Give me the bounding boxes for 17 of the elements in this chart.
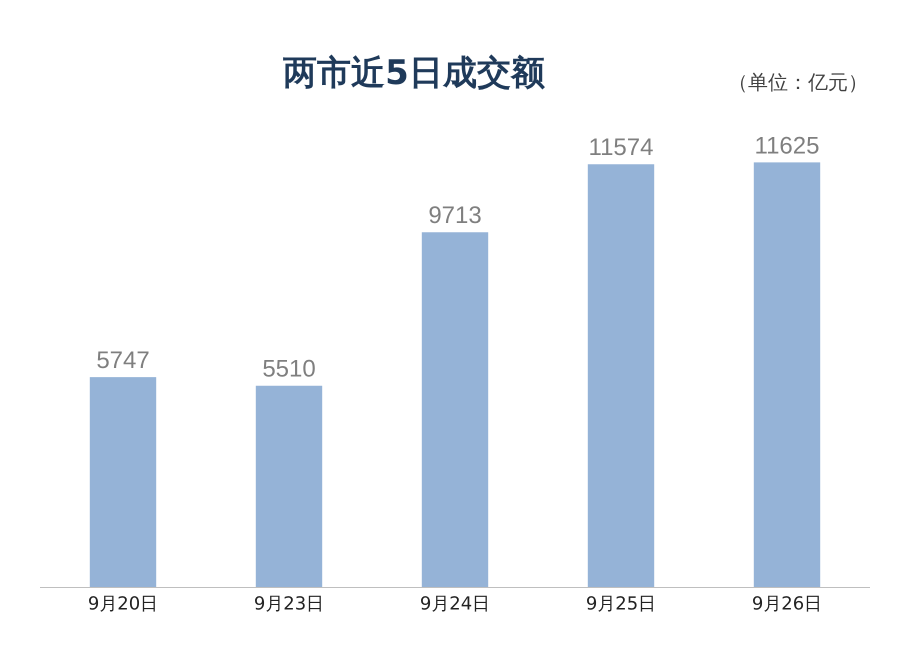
text: （单位：亿元） xyxy=(728,70,868,94)
data-label: 5510 xyxy=(262,356,316,383)
bar xyxy=(256,386,322,587)
bar xyxy=(90,377,156,587)
x-tick-label: 9月25日 xyxy=(586,594,656,615)
x-tick-label: 9月20日 xyxy=(88,594,158,615)
data-label: 9713 xyxy=(428,202,482,230)
bar xyxy=(422,232,488,587)
x-tick-label: 9月24日 xyxy=(420,594,490,615)
data-label: 11574 xyxy=(588,134,654,162)
x-tick-label: 9月26日 xyxy=(752,594,822,615)
chart-title: 两市近5日成交额 xyxy=(282,52,545,93)
data-label: 5747 xyxy=(96,347,150,374)
bar xyxy=(588,164,654,587)
bar xyxy=(754,162,820,587)
data-label: 11625 xyxy=(754,132,820,160)
x-tick-label: 9月23日 xyxy=(254,594,324,615)
